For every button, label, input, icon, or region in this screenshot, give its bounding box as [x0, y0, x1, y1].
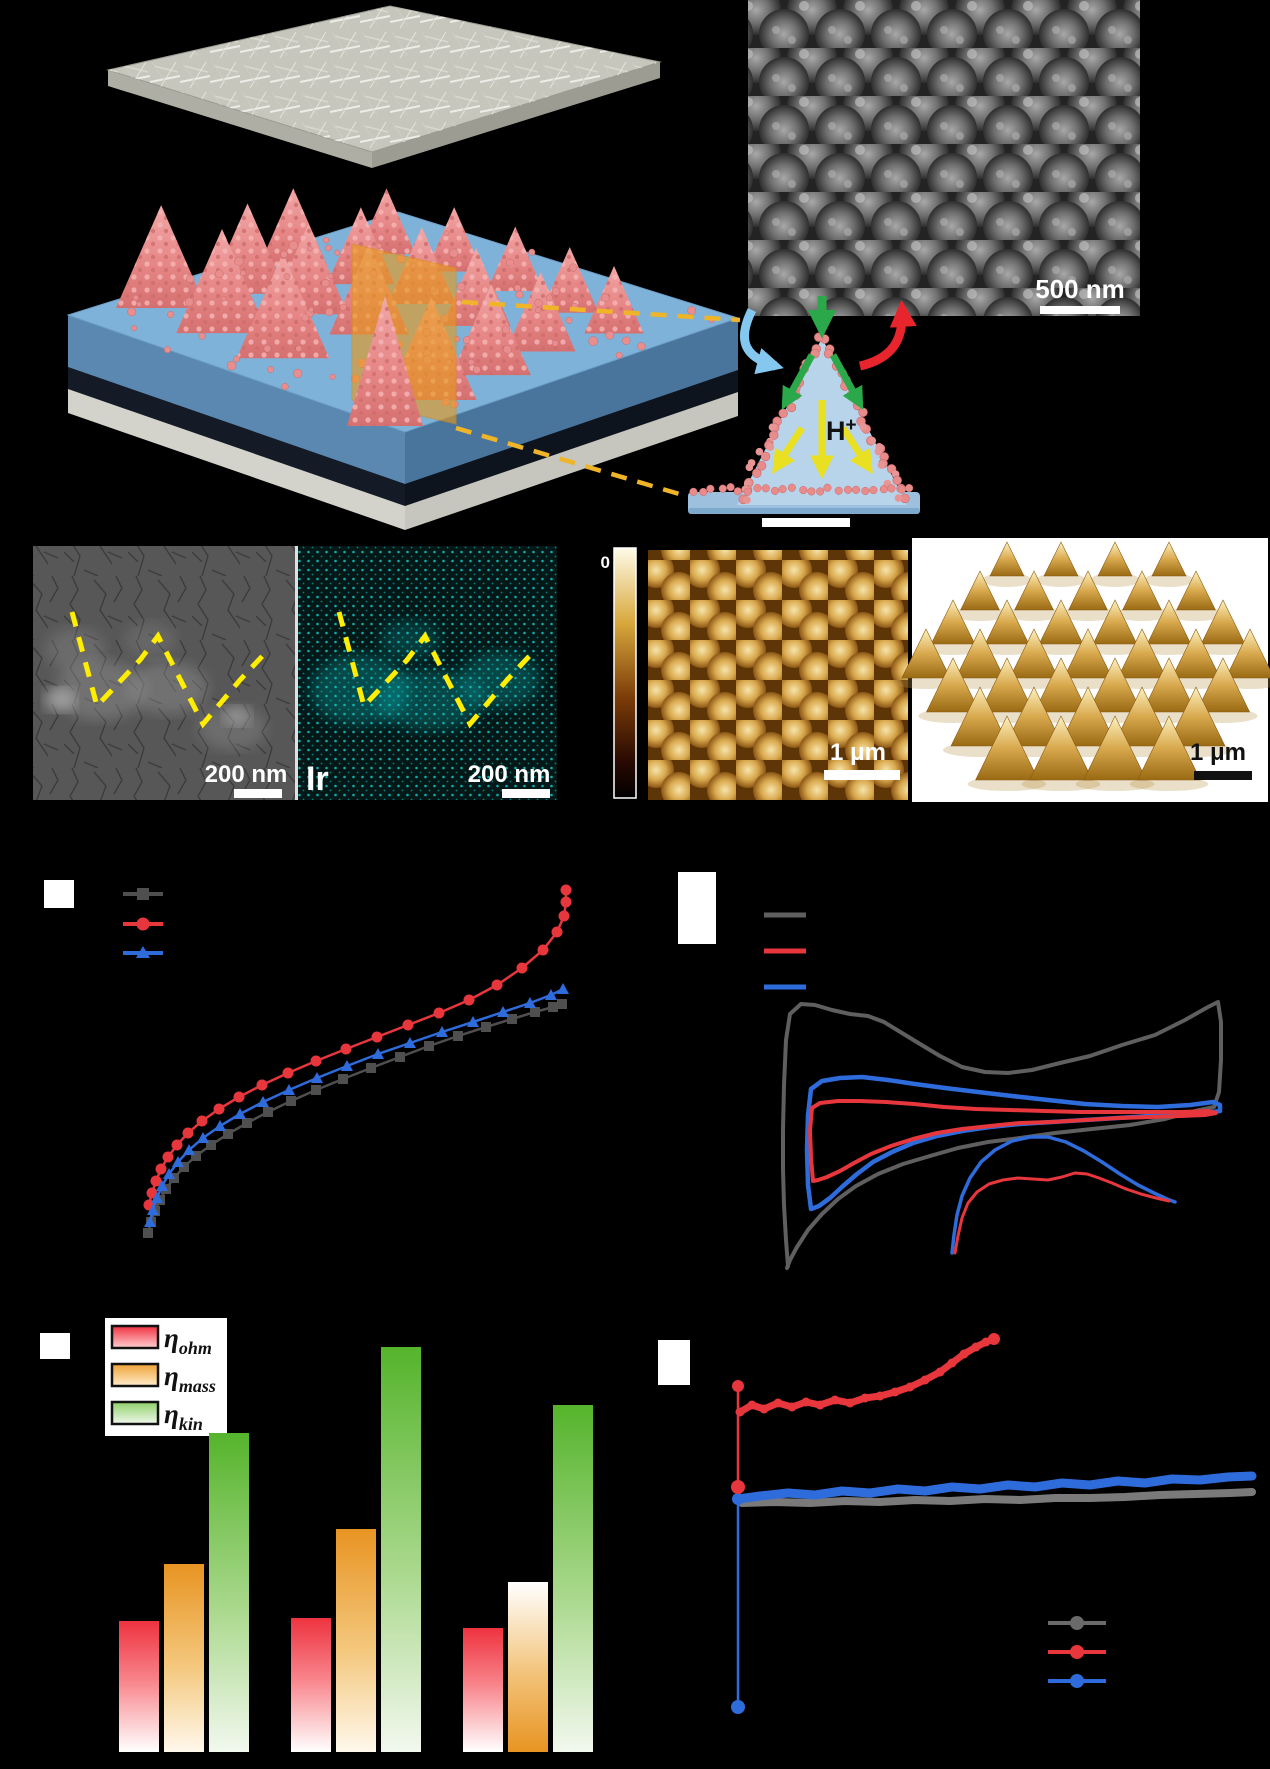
cone-outline-annotation [336, 611, 537, 729]
cone-outline-annotation [69, 611, 270, 729]
e-scale-label: 1 μm [1190, 739, 1246, 766]
svg-text:ηmass: ηmass [164, 1361, 216, 1396]
cv-curves [781, 1000, 1223, 1270]
legend-i [1048, 1616, 1106, 1688]
ir-element-label: Ir [306, 760, 329, 798]
proton-arrow-right [840, 426, 873, 474]
proton-label: H+ [826, 415, 857, 446]
colorbar-tick-label: 0 [601, 553, 610, 572]
polarization-series [143, 884, 572, 1238]
legend-item-gray [123, 888, 163, 900]
panel-label-box-h [40, 1333, 70, 1359]
panel-e-afm-3d: 1 μm [893, 538, 1270, 802]
panel-h-bar-chart: ηohm ηmass ηkin [40, 1318, 593, 1752]
overpotential-bars [119, 1347, 593, 1752]
panel-a-3d-illustration [66, 5, 741, 530]
legend-item-blue [123, 946, 163, 958]
legend-h: ηohm ηmass ηkin [105, 1318, 227, 1436]
panel-a-cone-schematic: H+ [688, 296, 920, 527]
b-scale-label: 200 nm [205, 761, 288, 788]
fibrous-top-plate [106, 5, 662, 168]
cone-scale-bar [762, 518, 850, 527]
dashed-link-lines [455, 299, 741, 499]
panel-i-stability-chart [658, 1333, 1257, 1714]
surface-arrow-left [781, 353, 816, 410]
c-scale-bar [502, 789, 550, 798]
panel-a-sem-inset: 500 nm [748, 0, 1140, 316]
surface-arrow-right [829, 353, 864, 410]
legend-item-red [123, 917, 163, 931]
product-curved-arrow [858, 299, 917, 371]
proton-arrow-left [772, 426, 805, 474]
panel-d-afm-2d: 1 μm [648, 550, 908, 800]
panel-label-box-i [658, 1340, 690, 1385]
legend-g [764, 912, 806, 990]
legend-item-blue [1048, 1674, 1106, 1688]
afm-height-colorbar: 0 [601, 547, 637, 799]
stability-series [731, 1333, 1257, 1714]
legend-item-gray [1048, 1616, 1106, 1630]
panel-g-cv-chart [678, 872, 1223, 1270]
panel-label-box-g [678, 872, 716, 944]
panel-label-box-f [44, 880, 74, 908]
legend-f [123, 888, 163, 958]
svg-text:ηkin: ηkin [164, 1399, 203, 1434]
sem-scale-label: 500 nm [1035, 274, 1125, 304]
legend-item-red [1048, 1645, 1106, 1659]
legend-swatch-mass [110, 1362, 160, 1388]
panel-divider [295, 546, 298, 800]
panel-f-polarization-chart [44, 880, 572, 1238]
svg-text:ηohm: ηohm [164, 1323, 212, 1358]
afm-3d-cone-surface [893, 541, 1270, 791]
legend-swatch-kin [110, 1400, 160, 1426]
legend-swatch-ohm [110, 1324, 160, 1350]
panel-b-sem-cross-section: 200 nm [33, 546, 295, 800]
d-scale-bar [824, 770, 900, 780]
c-scale-label: 200 nm [468, 761, 551, 788]
e-scale-bar [1194, 771, 1252, 780]
reactant-curved-arrow [739, 307, 784, 375]
d-scale-label: 1 μm [830, 739, 886, 766]
sem-scale-bar [1040, 306, 1120, 314]
panel-c-ir-eds-map: Ir 200 nm [298, 546, 557, 800]
highlighted-cone [347, 296, 423, 426]
b-scale-bar [234, 789, 282, 798]
